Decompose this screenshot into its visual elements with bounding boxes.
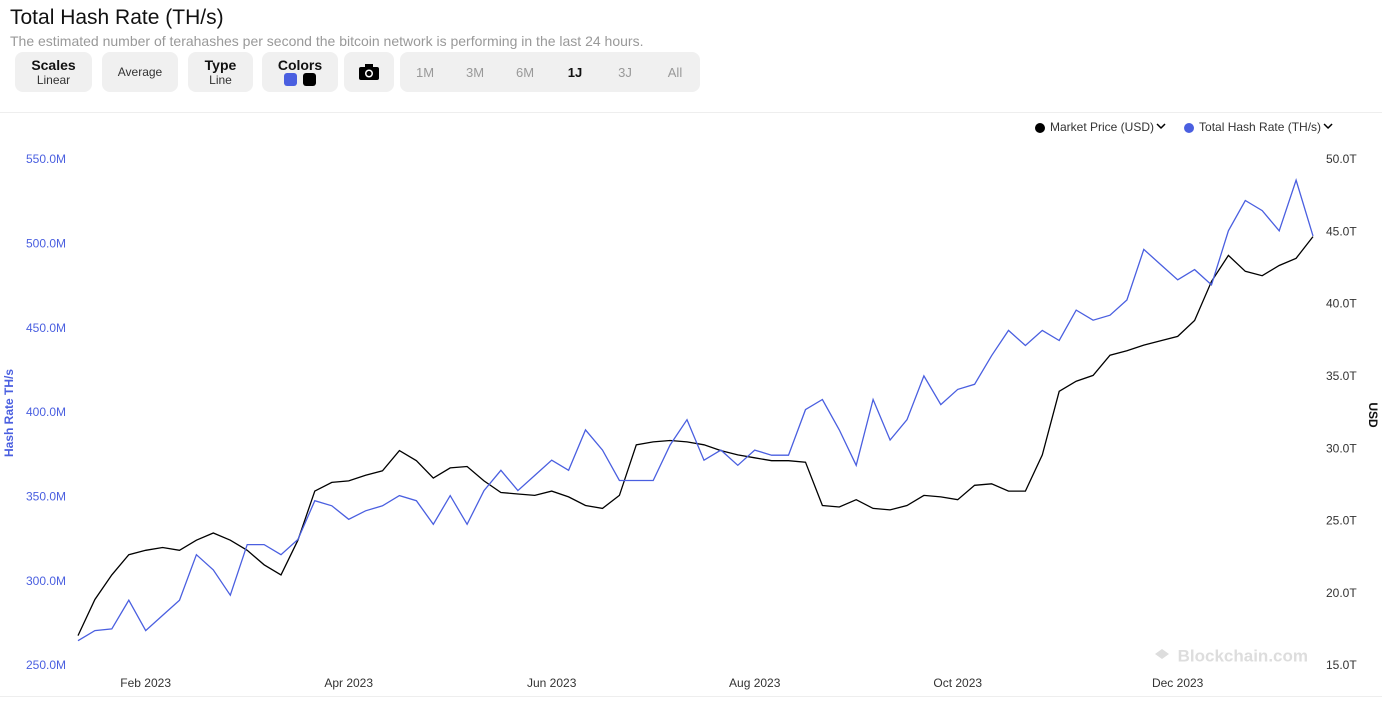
watermark: Blockchain.com [1178, 646, 1308, 665]
y2-tick-label: 45.0T [1326, 224, 1357, 238]
y-tick-label: 300.0M [26, 574, 66, 588]
y-tick-label: 250.0M [26, 658, 66, 672]
y2-tick-label: 50.0T [1326, 152, 1357, 166]
y2-tick-label: 30.0T [1326, 441, 1357, 455]
range-button[interactable]: 1M [415, 65, 435, 80]
x-tick-label: Dec 2023 [1152, 676, 1204, 690]
button-value: Linear [36, 73, 71, 87]
title: Total Hash Rate (TH/s) [10, 6, 224, 29]
x-tick-label: Jun 2023 [527, 676, 577, 690]
color-swatch [302, 73, 316, 86]
legend-chevron [1323, 123, 1333, 130]
y-tick-label: 350.0M [26, 490, 66, 504]
y2-axis-label: USD [1366, 402, 1380, 428]
y2-tick-label: 15.0T [1326, 658, 1357, 672]
average-button[interactable]: Average [102, 52, 178, 92]
type-button[interactable]: Type Line [188, 52, 253, 92]
y2-tick-label: 20.0T [1326, 586, 1357, 600]
x-tick-label: Aug 2023 [729, 676, 781, 690]
legend-marker [1035, 123, 1045, 133]
series-line [77, 236, 1314, 636]
range-button[interactable]: 1J [567, 65, 583, 80]
legend-marker [1184, 123, 1195, 133]
button-label: Type [204, 57, 237, 73]
colors-button[interactable]: Colors [262, 52, 338, 92]
legend-label: Total Hash Rate (TH/s) [1199, 120, 1321, 134]
legend-chevron [1156, 123, 1166, 130]
y2-tick-label: 40.0T [1326, 297, 1357, 311]
button-value: Line [209, 73, 232, 87]
subtitle: The estimated number of terahashes per s… [10, 33, 644, 49]
y2-tick-label: 35.0T [1326, 369, 1357, 383]
range-button[interactable]: 3M [465, 65, 485, 80]
legend-label: Market Price (USD) [1050, 120, 1154, 134]
y-tick-label: 550.0M [26, 152, 66, 166]
header: Total Hash Rate (TH/s) The estimated num… [10, 6, 643, 49]
y-tick-label: 400.0M [26, 405, 66, 419]
range-button[interactable]: All [667, 65, 683, 80]
y-tick-label: 450.0M [26, 321, 66, 335]
button-label: Average [117, 65, 163, 79]
button-label: Scales [31, 57, 76, 73]
scales-button[interactable]: Scales Linear [15, 52, 92, 92]
camera-button[interactable] [344, 52, 394, 92]
watermark-logo [1155, 649, 1169, 659]
button-label: Colors [277, 57, 323, 73]
y2-tick-label: 25.0T [1326, 514, 1357, 528]
series-line [77, 178, 1314, 642]
range-button[interactable]: 3J [618, 65, 632, 80]
range-button[interactable]: 6M [515, 65, 535, 80]
y-tick-label: 500.0M [26, 237, 66, 251]
y-axis-label: Hash Rate TH/s [2, 369, 16, 457]
camera-icon [359, 64, 379, 80]
range-selector: 1M 3M 6M 1J 3J All [400, 52, 700, 92]
x-tick-label: Apr 2023 [324, 676, 373, 690]
x-tick-label: Feb 2023 [120, 676, 171, 690]
x-tick-label: Oct 2023 [933, 676, 982, 690]
chart: 250.0M 300.0M 350.0M 400.0M 450.0M 500.0M 550.… [0, 112, 1382, 697]
color-swatch [284, 73, 298, 86]
